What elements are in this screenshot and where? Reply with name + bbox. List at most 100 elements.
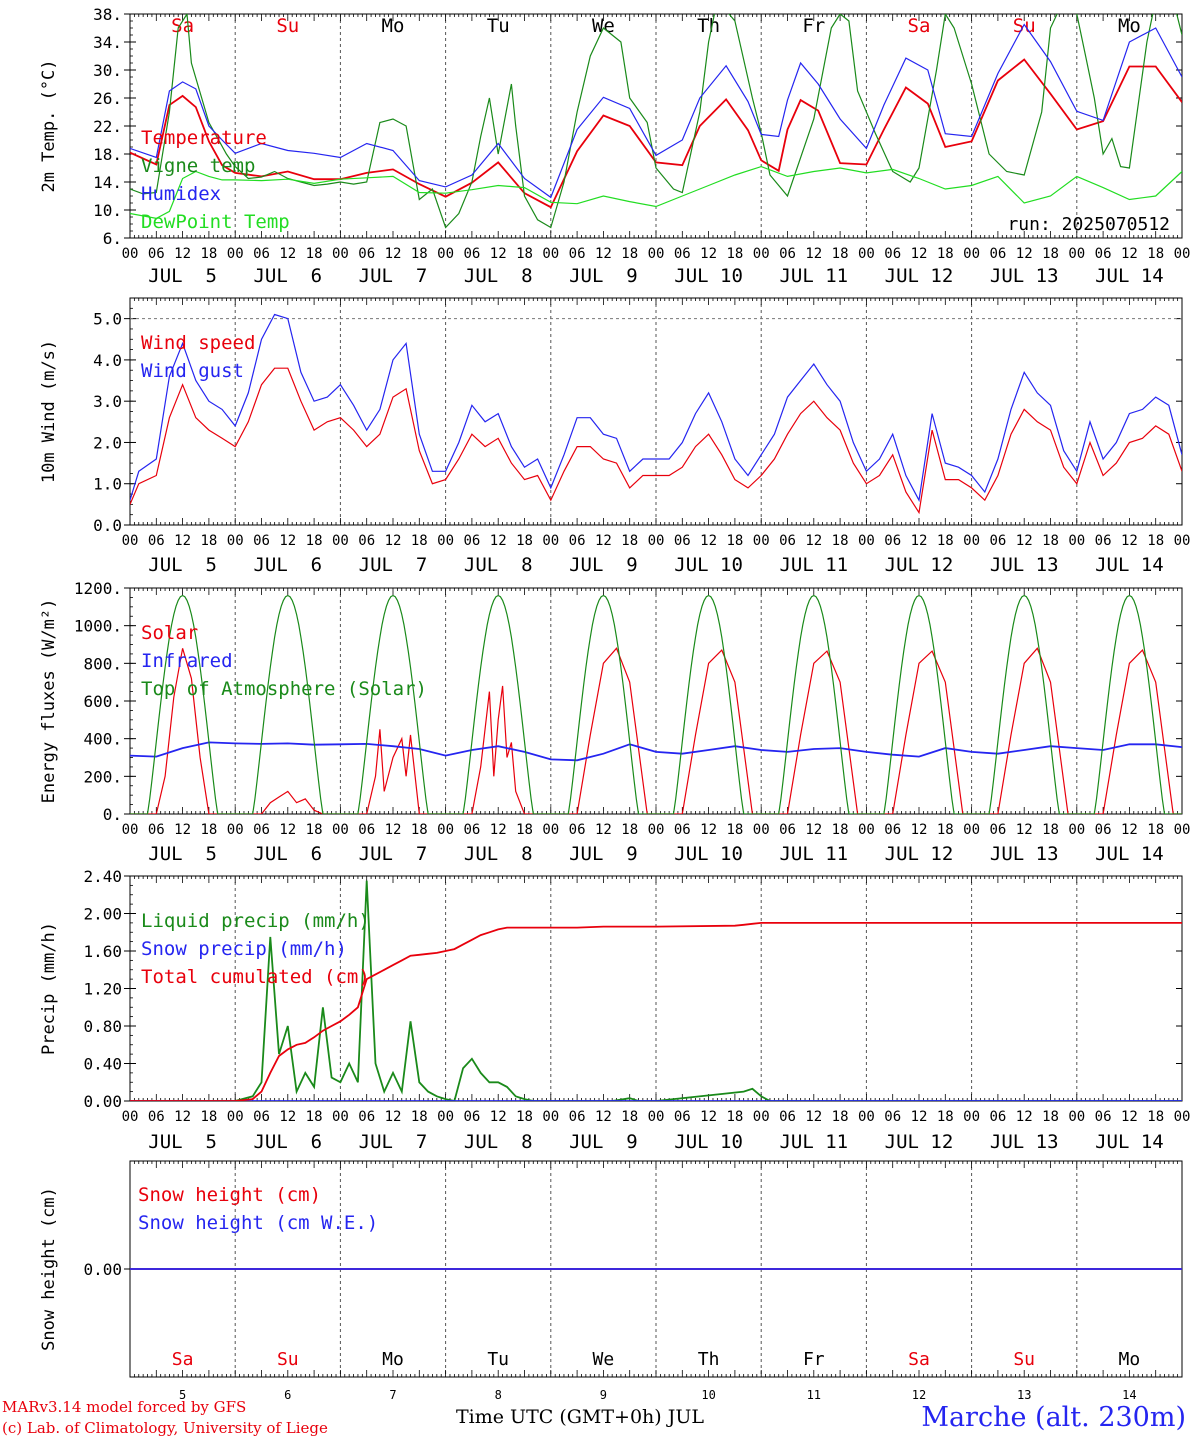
weekday-label: Th — [698, 1349, 720, 1370]
series-temperature — [130, 58, 1182, 209]
hour-tick-label: 12 — [700, 822, 717, 838]
hour-tick-label: 00 — [122, 1109, 139, 1125]
hour-tick-label: 06 — [463, 822, 480, 838]
weekday-label: Tu — [487, 15, 510, 37]
hour-tick-label: 00 — [753, 822, 770, 838]
hour-tick-label: 12 — [385, 822, 402, 838]
hour-tick-label: 18 — [1042, 533, 1059, 549]
hour-tick-label: 18 — [937, 1109, 954, 1125]
series-humidex — [130, 23, 1182, 199]
date-label: JUL 13 — [990, 843, 1059, 865]
plot-frame — [129, 13, 1183, 239]
hour-tick-label: 18 — [832, 246, 849, 262]
hour-tick-label: 18 — [726, 246, 743, 262]
hour-tick-label: 06 — [884, 1109, 901, 1125]
date-label: JUL 11 — [779, 1131, 848, 1153]
series-infrared — [130, 741, 1182, 762]
hour-tick-label: 00 — [122, 246, 139, 262]
hour-tick-label: 12 — [385, 533, 402, 549]
series-top-of-atmosphere-solar — [130, 594, 1182, 814]
hour-tick-label: 06 — [779, 246, 796, 262]
date-label: JUL 5 — [148, 554, 217, 576]
panel-3: 0. 200. 400. 600. 800. 1000. 1200. Energy fluxe… — [39, 579, 1190, 865]
hour-tick-label: 00 — [332, 246, 349, 262]
date-label: JUL 10 — [674, 554, 743, 576]
lab-credit-line: (c) Lab. of Climatology, University of L… — [2, 1419, 328, 1437]
hour-tick-label: 18 — [1042, 822, 1059, 838]
hour-tick-label: 06 — [989, 822, 1006, 838]
date-label: JUL 14 — [1095, 843, 1164, 865]
hour-tick-label: 18 — [621, 1109, 638, 1125]
legend-entry: Temperature — [141, 127, 267, 149]
meteogram: 6. 10. 14. 18. 22. 26. 30. 34. 38. 2m Temp. (°C) 0… — [39, 5, 1190, 1400]
hour-tick-label: 18 — [516, 533, 533, 549]
hour-tick-label: 00 — [227, 533, 244, 549]
hour-tick-label: 12 — [174, 533, 191, 549]
weekday-label: Sa — [908, 15, 931, 37]
hour-tick-label: 06 — [253, 533, 270, 549]
date-label: JUL 5 — [148, 1131, 217, 1153]
hour-tick-label: 12 — [279, 1109, 296, 1125]
hour-tick-label: 18 — [1147, 533, 1164, 549]
hour-tick-label: 06 — [463, 1109, 480, 1125]
hour-tick-label: 06 — [779, 822, 796, 838]
hour-tick-label: 00 — [227, 246, 244, 262]
hour-tick-label: 18 — [411, 533, 428, 549]
hour-tick-label: 06 — [358, 1109, 375, 1125]
hour-tick-label: 00 — [1068, 246, 1085, 262]
hour-tick-label: 18 — [200, 1109, 217, 1125]
hour-tick-label: 18 — [1147, 246, 1164, 262]
weekday-label: Sa — [171, 15, 194, 37]
hour-tick-label: 06 — [1095, 533, 1112, 549]
hour-tick-label: 06 — [569, 533, 586, 549]
date-label: JUL 6 — [253, 1131, 322, 1153]
hour-tick-label: 06 — [358, 246, 375, 262]
legend-entry: Wind speed — [141, 332, 255, 354]
y-tick-label: 0. — [103, 805, 122, 824]
date-label: JUL 14 — [1095, 554, 1164, 576]
y-tick-label: 200. — [83, 767, 122, 786]
hour-tick-label: 12 — [1121, 822, 1138, 838]
date-label: JUL 7 — [359, 1131, 428, 1153]
date-label: JUL 8 — [464, 843, 533, 865]
y-tick-label: 5.0 — [93, 310, 122, 329]
hour-tick-label: 12 — [385, 246, 402, 262]
weekday-label: Mo — [382, 1349, 404, 1370]
y-tick-label: 0.00 — [83, 1260, 122, 1279]
hour-tick-label: 00 — [122, 822, 139, 838]
hour-tick-label: 12 — [595, 822, 612, 838]
y-tick-label: 30. — [93, 61, 122, 80]
hour-tick-label: 18 — [1042, 246, 1059, 262]
hour-tick-label: 06 — [989, 1109, 1006, 1125]
hour-tick-label: 06 — [569, 1109, 586, 1125]
hour-tick-label: 12 — [700, 533, 717, 549]
hour-tick-label: 12 — [1016, 246, 1033, 262]
hour-tick-label: 12 — [595, 533, 612, 549]
y-tick-label: 1.0 — [93, 475, 122, 494]
date-label: JUL 9 — [569, 554, 638, 576]
hour-tick-label: 06 — [1095, 1109, 1112, 1125]
hour-tick-label: 06 — [569, 822, 586, 838]
hour-tick-label: 00 — [122, 533, 139, 549]
hour-tick-label: 18 — [1147, 1109, 1164, 1125]
hour-tick-label: 06 — [358, 822, 375, 838]
hour-tick-label: 18 — [937, 533, 954, 549]
date-label: JUL 10 — [674, 1131, 743, 1153]
hour-tick-label: 18 — [832, 822, 849, 838]
hour-tick-label: 12 — [911, 822, 928, 838]
hour-tick-label: 12 — [490, 1109, 507, 1125]
date-label: JUL 11 — [779, 265, 848, 287]
series-wind-speed — [130, 367, 1182, 515]
y-tick-label: 2.40 — [83, 867, 122, 886]
hour-tick-label: 06 — [674, 246, 691, 262]
y-tick-label: 4.0 — [93, 351, 122, 370]
weekday-label: Su — [1013, 15, 1036, 37]
hour-tick-label: 06 — [884, 246, 901, 262]
hour-tick-label: 06 — [989, 533, 1006, 549]
y-tick-label: 1200. — [74, 579, 122, 598]
hour-tick-label: 06 — [148, 1109, 165, 1125]
hour-tick-label: 06 — [1095, 822, 1112, 838]
y-tick-label: 0.0 — [93, 516, 122, 535]
hour-tick-label: 06 — [779, 533, 796, 549]
panel-2: 0.0 1.0 2.0 3.0 4.0 5.0 10m Wind (m/s) 00 06 12 18… — [39, 297, 1190, 576]
